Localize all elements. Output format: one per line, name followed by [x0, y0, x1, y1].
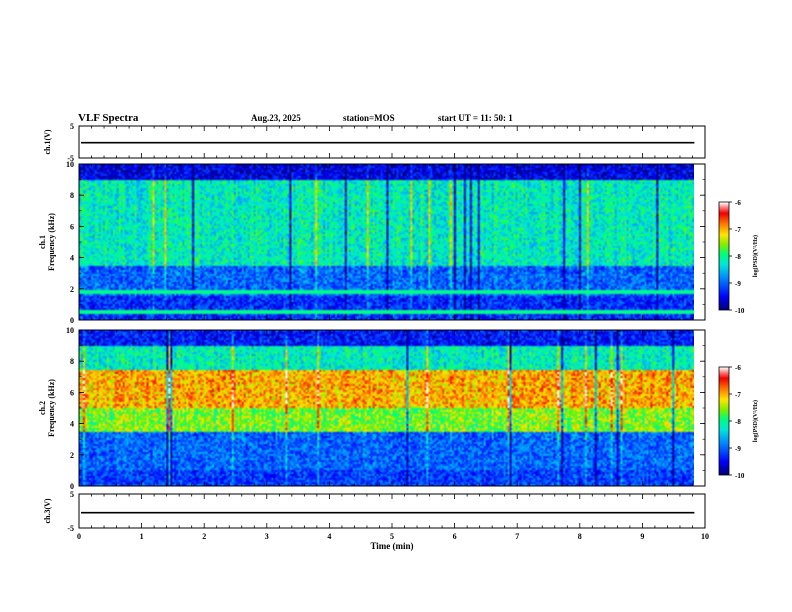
ch2-spectrogram-ytick-label: 8: [70, 357, 74, 366]
ch1-spectrogram-ytick-label: 10: [66, 160, 74, 169]
ch1-voltage-ytick-label: -5: [67, 154, 74, 163]
start-time-label: start UT = 11: 50: 1: [438, 113, 513, 123]
ch2-spectrogram-colorbar-tick-label: -6: [735, 364, 741, 372]
ch1-spectrogram-colorbar-tick-label: -7: [735, 226, 741, 234]
ch2-spectrogram-ytick-label: 4: [70, 420, 74, 429]
station-label: station=MOS: [343, 113, 395, 123]
x-tick-label: 0: [77, 532, 81, 541]
ch1-spectrogram-colorbar-tick-label: -8: [735, 253, 741, 261]
ch1-spectrogram-colorbar-tick-label: -10: [735, 307, 745, 315]
x-tick-label: 8: [578, 532, 582, 541]
ch3-voltage-ytick-label: -5: [67, 524, 74, 533]
ch1-spectrogram-ytick-label: 2: [70, 285, 74, 294]
ch2-spectrogram-ytick-label: 2: [70, 451, 74, 460]
ch2-spectrogram-ylabel: ch.2: [38, 401, 47, 415]
ch3-voltage-frame: [78, 493, 706, 529]
ch1-voltage-ytick-label: 5: [70, 122, 74, 131]
x-tick-label: 4: [327, 532, 331, 541]
ch2-spectrogram-ytick-label: 10: [66, 326, 74, 335]
x-tick-label: 10: [701, 532, 709, 541]
x-tick-label: 1: [140, 532, 144, 541]
ch1-spectrogram-ytick-label: 0: [70, 316, 74, 325]
ch1-spectrogram-colorbar-tick-label: -9: [735, 280, 741, 288]
x-tick-label: 7: [515, 532, 519, 541]
ch1-spectrogram-colorbar-tick-label: -6: [735, 199, 741, 207]
ch2-spectrogram-colorbar-label: log(PSD)(V²/Hz): [752, 400, 759, 442]
ch2-spectrogram-colorbar: [719, 367, 729, 475]
ch1-spectrogram-ytick-label: 6: [70, 222, 74, 231]
x-tick-label: 6: [453, 532, 457, 541]
x-tick-label: 9: [640, 532, 644, 541]
ch1-spectrogram-ytick-label: 8: [70, 191, 74, 200]
ch1-spectrogram-ytick-label: 4: [70, 254, 74, 263]
ch3-voltage-ylabel: ch.3(V): [43, 498, 52, 523]
x-axis-label: Time (min): [370, 541, 413, 551]
ch3-voltage-ytick-label: 5: [70, 490, 74, 499]
ch2-spectrogram-ylabel: Frequency (kHz): [47, 379, 56, 437]
ch2-spectrogram-ytick-label: 6: [70, 388, 74, 397]
ch2-spectrogram-colorbar-tick-label: -9: [735, 445, 741, 453]
ch1-spectrogram-colorbar-label: log(PSD)(V²/Hz): [752, 235, 759, 277]
ch1-spectrogram-ylabel: ch.1: [38, 235, 47, 249]
ch2-spectrogram-colorbar-tick-label: -8: [735, 418, 741, 426]
ch2-spectrogram-colorbar-tick-label: -10: [735, 472, 745, 480]
x-tick-label: 3: [265, 532, 269, 541]
figure-title: VLF Spectra: [78, 112, 139, 124]
ch1-spectrogram-image: [79, 164, 694, 320]
ch2-spectrogram-colorbar-tick-label: -7: [735, 391, 741, 399]
ch1-spectrogram-ylabel: Frequency (kHz): [47, 213, 56, 271]
date-label: Aug.23, 2025: [251, 113, 301, 123]
x-tick-label: 5: [390, 532, 394, 541]
ch1-voltage-ylabel: ch.1(V): [43, 129, 52, 154]
ch1-spectrogram-colorbar: [719, 202, 729, 310]
ch2-spectrogram-image: [79, 330, 694, 486]
x-tick-label: 2: [202, 532, 206, 541]
ch2-spectrogram-ytick-label: 0: [70, 482, 74, 491]
